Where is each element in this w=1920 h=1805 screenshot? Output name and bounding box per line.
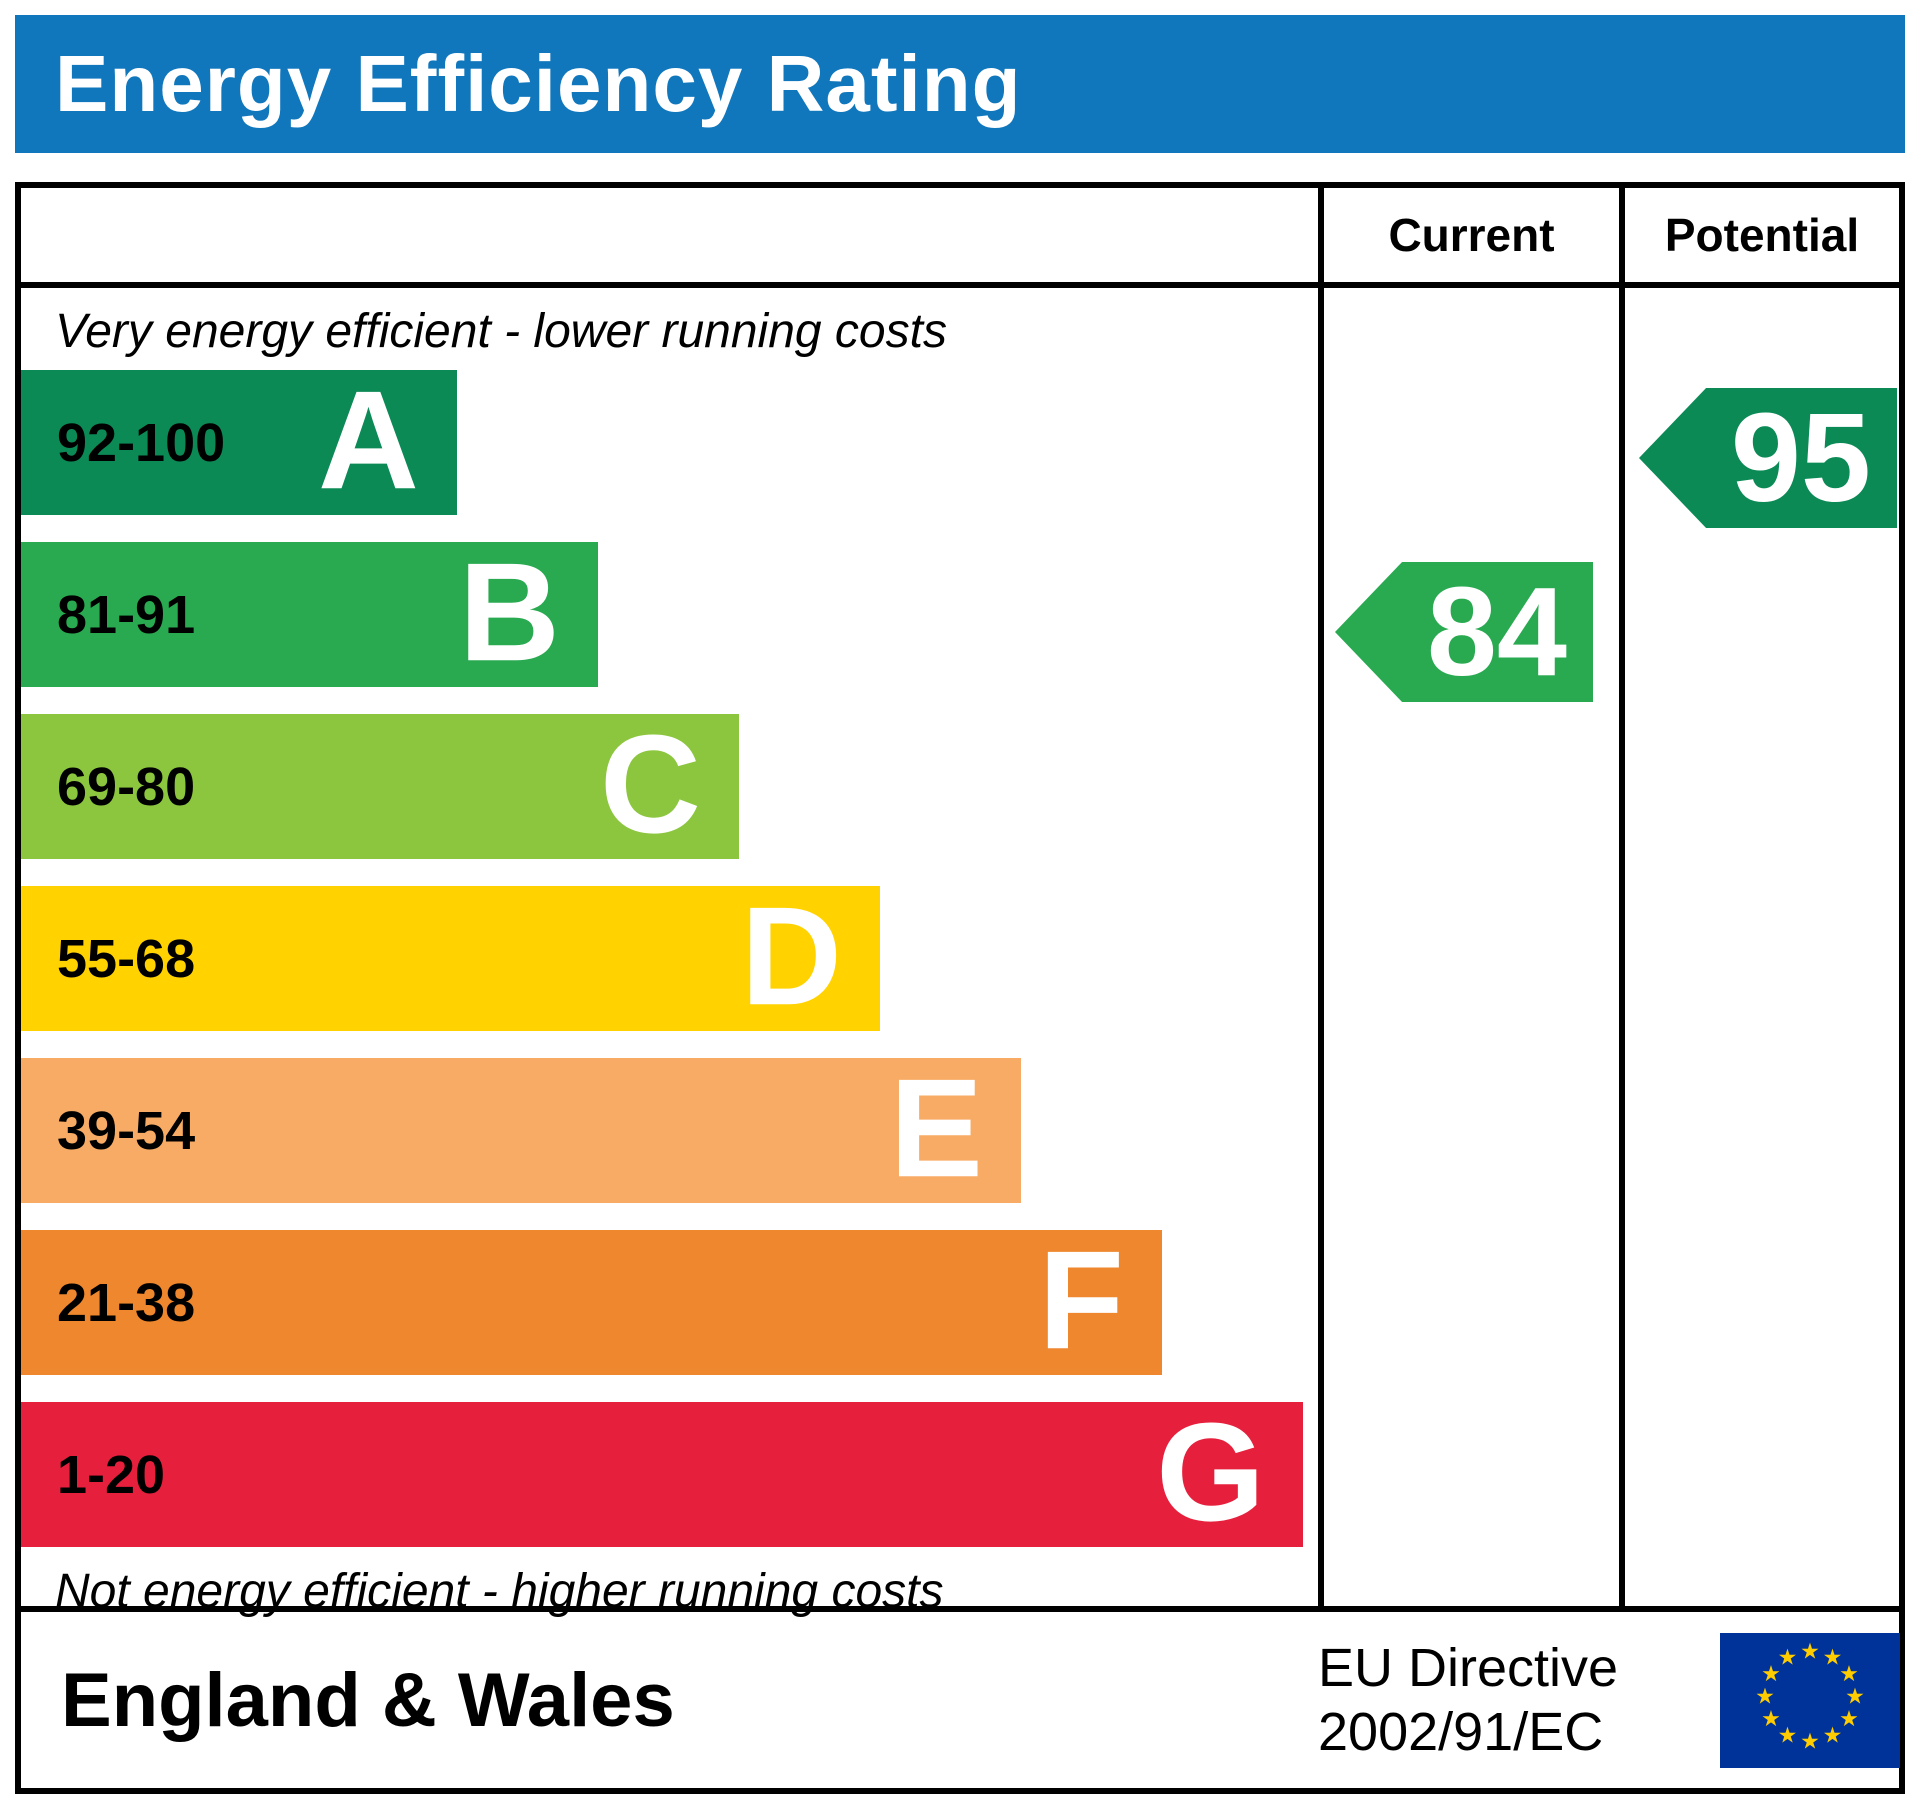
- page-title: Energy Efficiency Rating: [55, 39, 1022, 128]
- bottom-annotation-text: Not energy efficient - higher running co…: [55, 1564, 944, 1618]
- top-annotation-text: Very energy efficient - lower running co…: [55, 304, 947, 358]
- band-row-a: 92-100 A: [21, 360, 457, 518]
- current-rating-value: 84: [1426, 561, 1567, 702]
- band-range-label: 55-68: [57, 928, 196, 989]
- current-rating-arrow: 84: [1335, 562, 1593, 702]
- eu-flag-stars: ★ ★ ★ ★ ★ ★ ★ ★ ★ ★ ★ ★: [1755, 1640, 1865, 1755]
- band-row-c: 69-80 C: [21, 704, 739, 862]
- footer-region-label: England & Wales: [61, 1612, 675, 1788]
- band-letter: B: [458, 532, 560, 690]
- footer-region-text: England & Wales: [61, 1657, 675, 1743]
- svg-text:★: ★: [1800, 1640, 1820, 1665]
- column-header-current: Current: [1324, 188, 1619, 282]
- column-header-current-label: Current: [1388, 209, 1555, 261]
- band-range-label: 69-80: [57, 756, 196, 817]
- band-row-b: 81-91 B: [21, 532, 598, 690]
- band-letter: A: [317, 360, 419, 518]
- band-letter: E: [889, 1048, 983, 1206]
- svg-text:★: ★: [1823, 1646, 1843, 1671]
- svg-text:★: ★: [1761, 1662, 1781, 1687]
- svg-text:★: ★: [1823, 1724, 1843, 1749]
- band-range-label: 1-20: [57, 1444, 166, 1505]
- eu-flag: ★ ★ ★ ★ ★ ★ ★ ★ ★ ★ ★ ★: [1720, 1633, 1900, 1768]
- band-letter: C: [599, 704, 701, 862]
- footer-directive-line1: EU Directive: [1318, 1638, 1619, 1698]
- band-row-f: 21-38 F: [21, 1220, 1162, 1378]
- band-row-d: 55-68 D: [21, 876, 880, 1034]
- page-title-bar: Energy Efficiency Rating: [15, 15, 1905, 153]
- svg-text:★: ★: [1839, 1707, 1859, 1732]
- bottom-annotation: Not energy efficient - higher running co…: [55, 1560, 943, 1622]
- band-row-e: 39-54 E: [21, 1048, 1021, 1206]
- band-letter: D: [740, 876, 842, 1034]
- divider-footer-row: [21, 1606, 1899, 1612]
- epc-chart-frame: Current Potential Very energy efficient …: [15, 182, 1905, 1794]
- band-letter: F: [1038, 1220, 1124, 1378]
- band-range-label: 81-91: [57, 584, 196, 645]
- column-header-potential: Potential: [1625, 188, 1899, 282]
- top-annotation: Very energy efficient - lower running co…: [55, 300, 947, 362]
- potential-rating-value: 95: [1730, 387, 1871, 528]
- band-range-label: 39-54: [57, 1100, 196, 1161]
- svg-text:★: ★: [1755, 1685, 1775, 1710]
- svg-text:★: ★: [1845, 1685, 1865, 1710]
- band-row-g: 1-20 G: [21, 1392, 1303, 1550]
- band-range-label: 21-38: [57, 1272, 196, 1333]
- svg-text:★: ★: [1839, 1662, 1859, 1687]
- svg-text:★: ★: [1778, 1724, 1798, 1749]
- divider-main-current: [1318, 188, 1324, 1612]
- footer-directive-label: EU Directive 2002/91/EC: [1318, 1612, 1618, 1788]
- footer-directive-line2: 2002/91/EC: [1318, 1702, 1604, 1762]
- divider-current-potential: [1619, 188, 1625, 1612]
- potential-rating-arrow: 95: [1639, 388, 1897, 528]
- svg-text:★: ★: [1761, 1707, 1781, 1732]
- column-header-potential-label: Potential: [1664, 209, 1860, 261]
- svg-text:★: ★: [1778, 1646, 1798, 1671]
- band-letter: G: [1156, 1392, 1265, 1550]
- svg-text:★: ★: [1800, 1730, 1820, 1755]
- divider-header-row: [21, 282, 1899, 288]
- band-range-label: 92-100: [57, 412, 226, 473]
